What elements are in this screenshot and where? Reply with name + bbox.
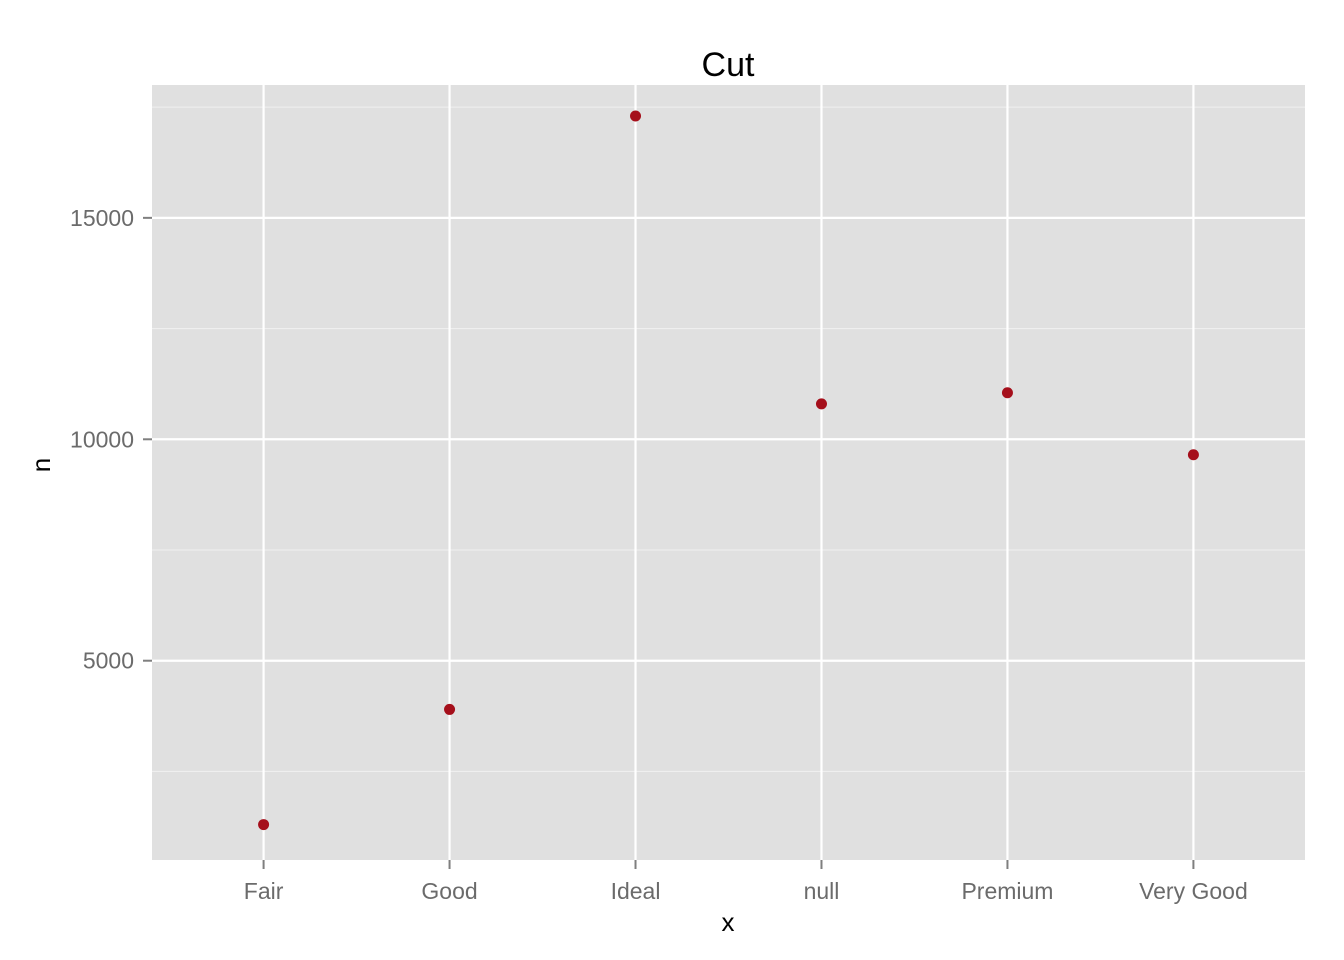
data-point [630,110,642,122]
x-tick-label: Good [421,878,477,904]
chart-title: Cut [702,46,755,84]
y-axis-title: n [26,458,56,472]
major-gridlines [152,85,1305,860]
x-tick-label: Fair [244,878,284,904]
data-points [258,110,1199,831]
data-point [1001,387,1013,399]
y-tick-label: 15000 [70,205,134,231]
data-point [258,819,270,831]
x-tick-label: Very Good [1139,878,1248,904]
x-tick-label: Premium [961,878,1053,904]
y-axis: 5000 10000 15000 [70,205,152,674]
y-tick-label: 10000 [70,426,134,452]
x-axis: Fair Good Ideal null Premium Very Good [244,860,1248,904]
data-point [815,398,827,410]
x-tick-label: null [804,878,840,904]
x-axis-title: x [722,907,735,937]
plot-panel [152,85,1305,860]
x-tick-label: Ideal [611,878,661,904]
y-tick-label: 5000 [83,648,134,674]
minor-gridlines [152,106,1305,772]
data-point [444,703,456,715]
data-point [1187,449,1199,461]
